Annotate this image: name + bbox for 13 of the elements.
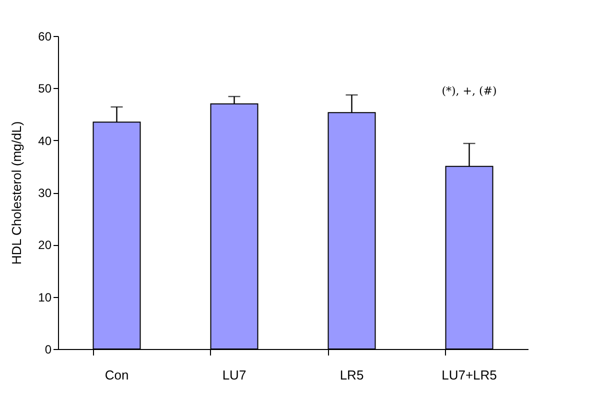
y-tick-label: 30 (38, 186, 52, 200)
x-tick-label: LU7 (222, 368, 246, 382)
y-tick-label: 50 (38, 82, 52, 96)
y-tick-label: 0 (44, 342, 52, 356)
y-tick-label: 60 (38, 30, 52, 44)
x-tick-label: LR5 (340, 368, 364, 382)
y-tick-label: 10 (38, 290, 52, 304)
x-tick-label: Con (104, 368, 129, 382)
annotation: (*), +, (#) (442, 84, 497, 98)
y-tick-label: 40 (38, 134, 52, 148)
y-tick-label: 20 (38, 238, 52, 252)
x-tick-label: LU7+LR5 (442, 368, 497, 382)
y-axis-title: HDL Cholesterol (mg/dL) (9, 121, 24, 265)
